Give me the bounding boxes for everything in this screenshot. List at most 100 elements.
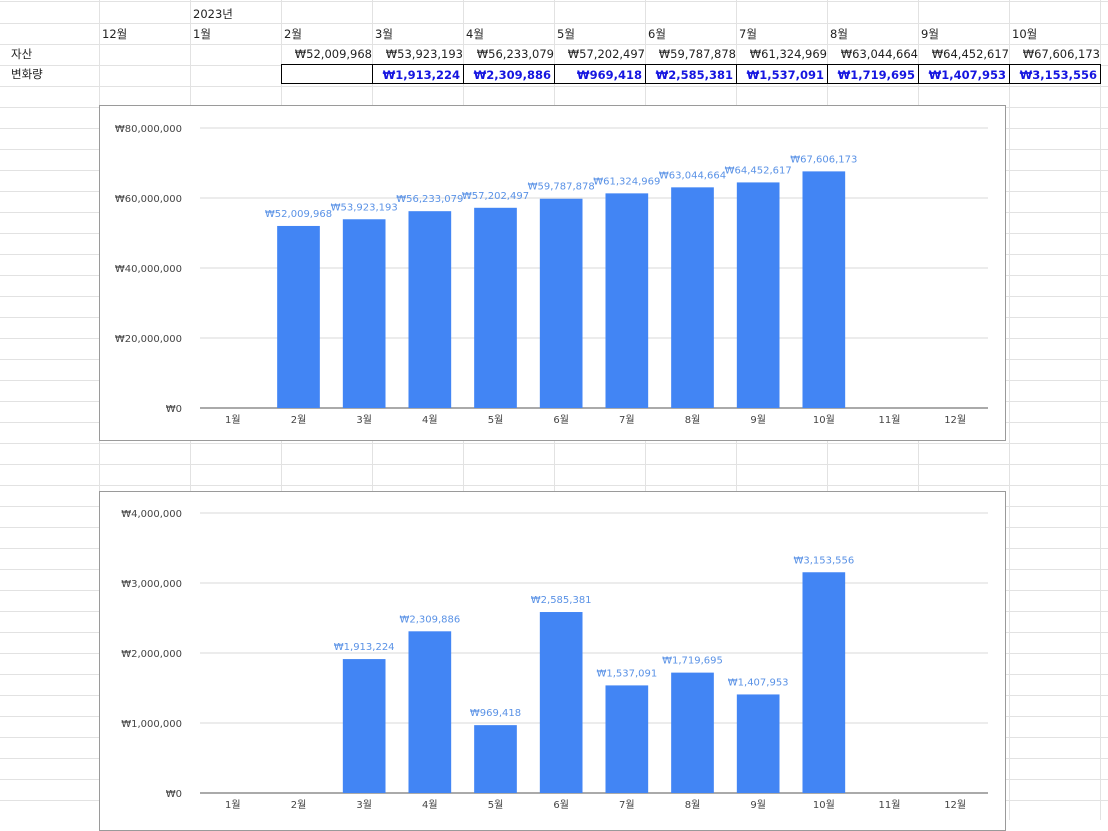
month-header-cell[interactable]: 3월 xyxy=(375,27,393,41)
x-tick-label: 3월 xyxy=(356,414,372,426)
bar[interactable] xyxy=(671,672,714,793)
x-tick-label: 6월 xyxy=(553,414,569,426)
bar[interactable] xyxy=(408,631,452,793)
bar[interactable] xyxy=(474,207,517,408)
change-value-cell[interactable] xyxy=(281,64,373,84)
x-tick-label: 4월 xyxy=(422,414,438,426)
row-label-change[interactable]: 변화량 xyxy=(11,67,43,81)
change-value-cell[interactable]: ₩1,407,953 xyxy=(918,64,1010,84)
change-value-cell[interactable]: ₩3,153,556 xyxy=(1009,64,1101,84)
bar-data-label: ₩53,923,193 xyxy=(331,202,398,213)
bar-data-label: ₩56,233,079 xyxy=(396,194,463,205)
bar-data-label: ₩61,324,969 xyxy=(593,176,660,187)
x-tick-label: 4월 xyxy=(422,799,438,811)
x-tick-label: 1월 xyxy=(225,414,241,426)
change-value-cell[interactable] xyxy=(190,64,285,84)
bar[interactable] xyxy=(736,182,780,408)
x-tick-label: 6월 xyxy=(553,799,569,811)
month-header-cell[interactable]: 7월 xyxy=(739,27,757,41)
bar[interactable] xyxy=(408,211,452,408)
bar-data-label: ₩1,537,091 xyxy=(596,668,657,679)
bar-data-label: ₩969,418 xyxy=(470,708,521,719)
bar-data-label: ₩59,787,878 xyxy=(528,182,595,193)
y-tick-label: ₩3,000,000 xyxy=(121,579,182,590)
change-value-cell[interactable]: ₩969,418 xyxy=(554,64,646,84)
change-value-cell[interactable]: ₩2,585,381 xyxy=(645,64,737,84)
bar-data-label: ₩64,452,617 xyxy=(725,165,792,176)
x-tick-label: 10월 xyxy=(813,414,835,426)
x-tick-label: 12월 xyxy=(944,799,966,811)
x-tick-label: 7월 xyxy=(619,799,635,811)
asset-value-cell[interactable] xyxy=(99,44,193,64)
x-tick-label: 9월 xyxy=(750,799,766,811)
asset-value-cell[interactable]: ₩53,923,193 xyxy=(385,47,463,61)
bar[interactable] xyxy=(539,612,583,793)
bar-data-label: ₩2,309,886 xyxy=(399,614,460,625)
month-header-cell[interactable]: 6월 xyxy=(648,27,666,41)
row-label-assets[interactable]: 자산 xyxy=(11,47,33,61)
bar[interactable] xyxy=(277,225,320,408)
x-tick-label: 11월 xyxy=(879,799,901,811)
bar[interactable] xyxy=(802,171,846,408)
change-value-cell[interactable]: ₩1,913,224 xyxy=(372,64,464,84)
bar[interactable] xyxy=(736,694,780,793)
change-value-cell[interactable] xyxy=(99,64,194,84)
month-header-cell[interactable]: 9월 xyxy=(921,27,939,41)
asset-value-cell[interactable]: ₩59,787,878 xyxy=(658,47,736,61)
bar-data-label: ₩2,585,381 xyxy=(531,595,592,606)
year-header-cell[interactable]: 2023년 xyxy=(193,7,233,21)
bar-data-label: ₩67,606,173 xyxy=(790,154,857,165)
asset-value-cell[interactable]: ₩64,452,617 xyxy=(931,47,1009,61)
y-tick-label: ₩4,000,000 xyxy=(121,509,182,520)
bar-data-label: ₩1,407,953 xyxy=(728,677,789,688)
column-divider xyxy=(1009,0,1010,820)
x-tick-label: 10월 xyxy=(813,799,835,811)
x-tick-label: 2월 xyxy=(291,414,307,426)
change-bar-chart[interactable]: ₩0 ₩1,000,000 ₩2,000,000 ₩3,000,000 ₩4,000,0… xyxy=(99,491,1006,831)
asset-value-cell[interactable]: ₩57,202,497 xyxy=(567,47,645,61)
y-tick-label: ₩20,000,000 xyxy=(115,334,182,345)
x-tick-label: 12월 xyxy=(944,414,966,426)
y-tick-label: ₩0 xyxy=(166,789,182,800)
y-tick-label: ₩0 xyxy=(166,404,182,415)
month-header-cell[interactable]: 12월 xyxy=(102,27,128,41)
column-divider xyxy=(1100,0,1101,820)
change-value-cell[interactable]: ₩1,719,695 xyxy=(827,64,919,84)
bar-data-label: ₩3,153,556 xyxy=(793,555,854,566)
bar[interactable] xyxy=(342,219,386,408)
asset-value-cell[interactable]: ₩52,009,968 xyxy=(294,47,372,61)
month-header-cell[interactable]: 4월 xyxy=(466,27,484,41)
asset-value-cell[interactable]: ₩61,324,969 xyxy=(749,47,827,61)
change-value-cell[interactable]: ₩1,537,091 xyxy=(736,64,828,84)
asset-value-cell[interactable]: ₩56,233,079 xyxy=(476,47,554,61)
x-tick-label: 8월 xyxy=(685,414,701,426)
bar[interactable] xyxy=(539,198,583,408)
bar-data-label: ₩52,009,968 xyxy=(265,209,332,220)
y-tick-label: ₩1,000,000 xyxy=(121,719,182,730)
assets-chart-svg: ₩0 ₩20,000,000 ₩40,000,000 ₩60,000,000 ₩80,0… xyxy=(115,124,988,426)
y-tick-label: ₩60,000,000 xyxy=(115,194,182,205)
asset-value-cell[interactable] xyxy=(190,44,284,64)
x-tick-label: 8월 xyxy=(685,799,701,811)
month-header-cell[interactable]: 10월 xyxy=(1012,27,1038,41)
asset-value-cell[interactable]: ₩63,044,664 xyxy=(840,47,918,61)
bar[interactable] xyxy=(802,572,846,793)
bar[interactable] xyxy=(605,685,649,793)
bar[interactable] xyxy=(605,193,649,408)
change-value-cell[interactable]: ₩2,309,886 xyxy=(463,64,555,84)
bar-data-label: ₩1,719,695 xyxy=(662,656,723,667)
month-header-cell[interactable]: 5월 xyxy=(557,27,575,41)
assets-bar-chart[interactable]: ₩0 ₩20,000,000 ₩40,000,000 ₩60,000,000 ₩80,0… xyxy=(99,105,1006,441)
x-tick-label: 11월 xyxy=(879,414,901,426)
x-tick-label: 5월 xyxy=(488,799,504,811)
month-header-cell[interactable]: 1월 xyxy=(193,27,211,41)
x-tick-label: 5월 xyxy=(488,414,504,426)
bar[interactable] xyxy=(342,659,386,793)
bar[interactable] xyxy=(671,187,714,408)
bar[interactable] xyxy=(474,725,517,793)
month-header-cell[interactable]: 2월 xyxy=(284,27,302,41)
x-tick-label: 7월 xyxy=(619,414,635,426)
asset-value-cell[interactable]: ₩67,606,173 xyxy=(1022,47,1100,61)
y-tick-label: ₩80,000,000 xyxy=(115,124,182,135)
month-header-cell[interactable]: 8월 xyxy=(830,27,848,41)
